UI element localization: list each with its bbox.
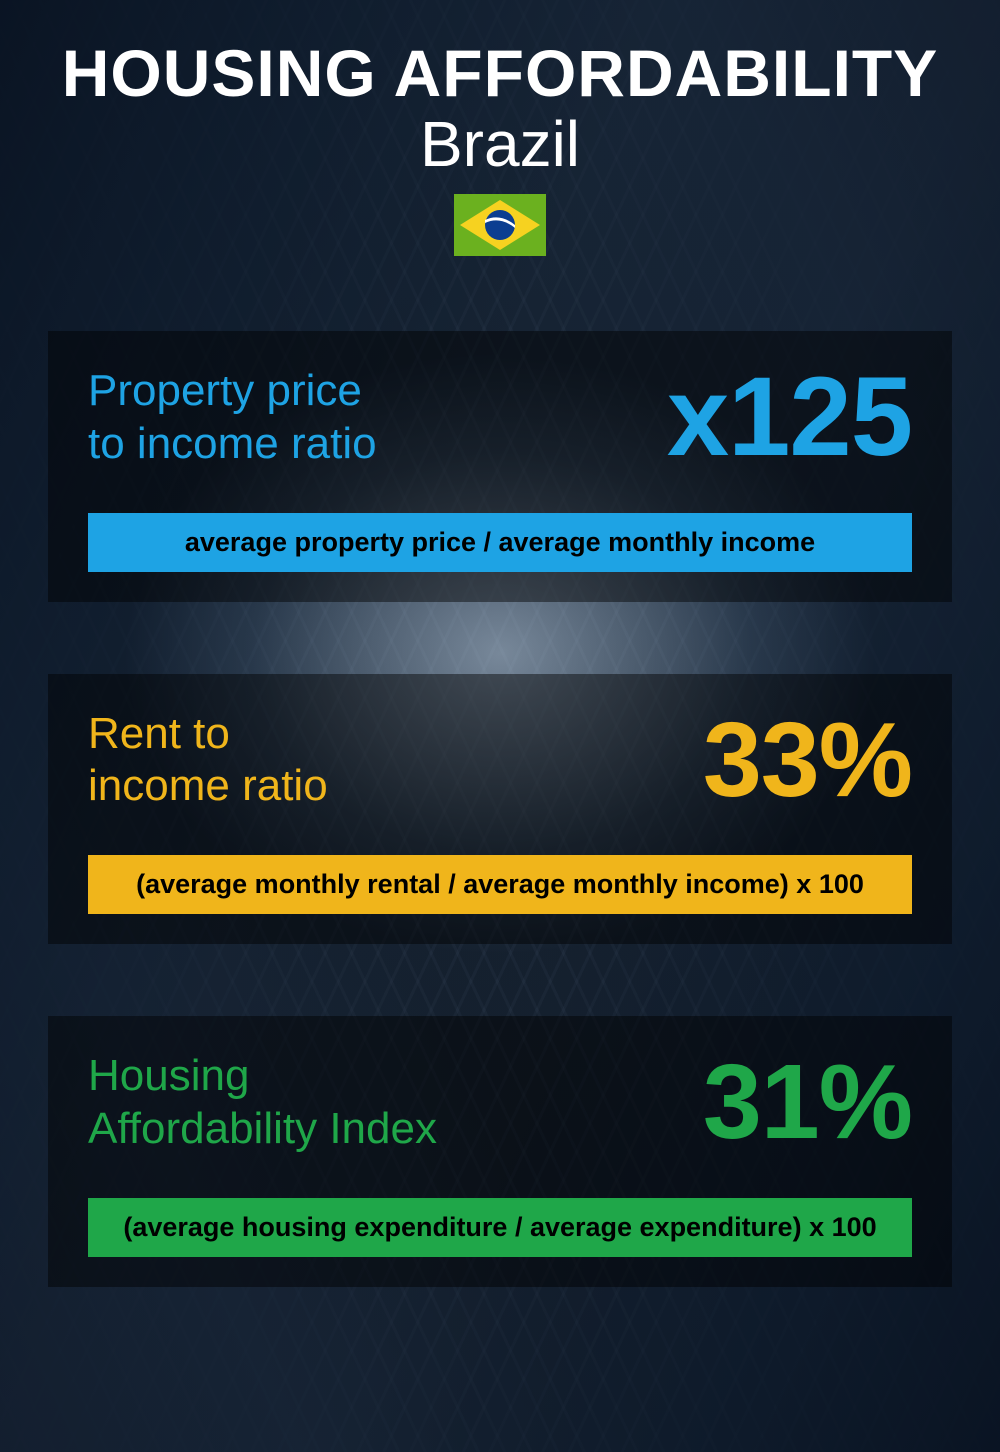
metric-label-line: income ratio <box>88 760 328 813</box>
metric-label-line: to income ratio <box>88 418 377 471</box>
metric-row: Housing Affordability Index 31% <box>88 1050 912 1156</box>
metric-label-line: Housing <box>88 1050 437 1103</box>
metric-label-line: Affordability Index <box>88 1103 437 1156</box>
metric-label-rent-income: Rent to income ratio <box>88 708 328 814</box>
metric-label-line: Property price <box>88 365 377 418</box>
metric-formula-rent-income: (average monthly rental / average monthl… <box>88 855 912 914</box>
metric-value-property-price: x125 <box>667 367 912 468</box>
page-subtitle: Brazil <box>48 112 952 176</box>
metric-label-property-price: Property price to income ratio <box>88 365 377 471</box>
metric-label-affordability-index: Housing Affordability Index <box>88 1050 437 1156</box>
metric-value-affordability-index: 31% <box>703 1055 912 1150</box>
metric-formula-property-price: average property price / average monthly… <box>88 513 912 572</box>
brazil-flag-icon <box>454 194 546 256</box>
infographic-content: HOUSING AFFORDABILITY Brazil Property pr… <box>0 0 1000 1452</box>
metric-row: Property price to income ratio x125 <box>88 365 912 471</box>
metric-formula-affordability-index: (average housing expenditure / average e… <box>88 1198 912 1257</box>
metric-value-rent-income: 33% <box>703 713 912 808</box>
page-title: HOUSING AFFORDABILITY <box>48 40 952 106</box>
metric-card-affordability-index: Housing Affordability Index 31% (average… <box>48 1016 952 1287</box>
metric-row: Rent to income ratio 33% <box>88 708 912 814</box>
flag-container <box>48 194 952 261</box>
metric-label-line: Rent to <box>88 708 328 761</box>
metric-card-property-price: Property price to income ratio x125 aver… <box>48 331 952 602</box>
metric-card-rent-income: Rent to income ratio 33% (average monthl… <box>48 674 952 945</box>
